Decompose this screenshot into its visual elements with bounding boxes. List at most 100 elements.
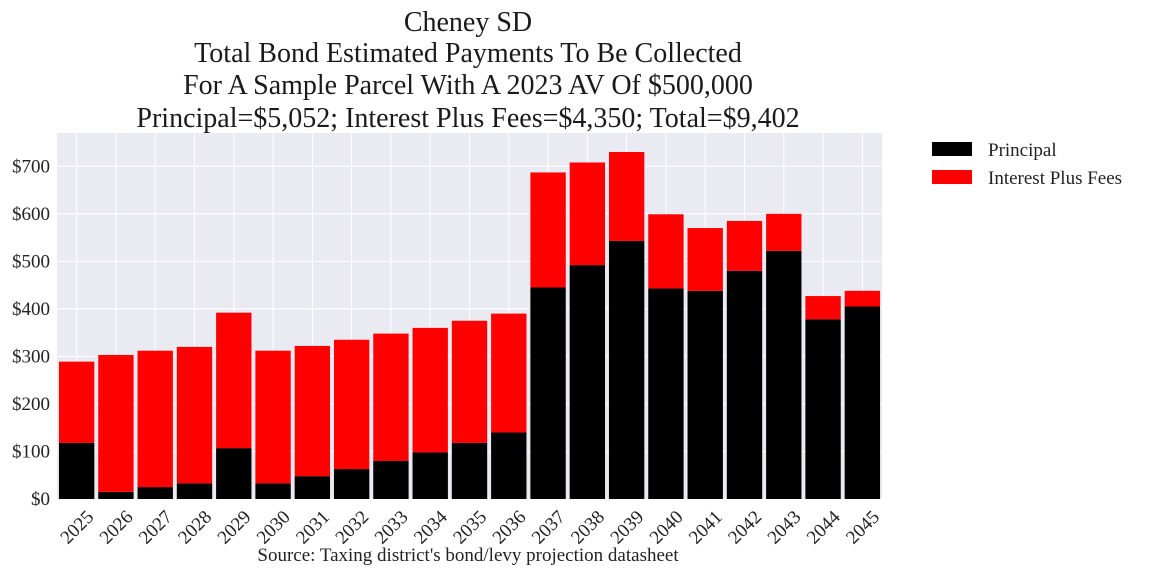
legend-swatch-interest — [932, 170, 972, 184]
x-tick: 2030 — [253, 507, 295, 549]
x-tick-label: 2030 — [253, 507, 295, 549]
bar-interest-2032 — [333, 339, 370, 470]
x-tick-label: 2041 — [685, 507, 727, 549]
x-tick: 2031 — [292, 507, 334, 549]
legend-label-interest: Interest Plus Fees — [988, 168, 1122, 189]
bar-interest-2026 — [98, 354, 134, 492]
x-tick-label: 2031 — [292, 507, 334, 549]
x-tick-label: 2034 — [410, 506, 452, 548]
bar-interest-2036 — [491, 313, 527, 433]
bar-principal-2043 — [766, 250, 802, 499]
bar-principal-2032 — [333, 469, 370, 499]
x-tick: 2044 — [803, 506, 845, 548]
x-tick: 2043 — [764, 507, 806, 549]
bar-interest-2035 — [451, 320, 488, 443]
x-tick-label: 2042 — [724, 507, 766, 549]
bar-principal-2036 — [491, 432, 527, 499]
bar-principal-2033 — [373, 460, 409, 499]
x-tick-label: 2025 — [57, 507, 99, 549]
x-tick-label: 2027 — [135, 507, 177, 549]
x-tick-label: 2036 — [489, 507, 531, 549]
bar-principal-2034 — [412, 452, 448, 499]
bar-interest-2034 — [412, 327, 448, 453]
bar-interest-2045 — [844, 290, 881, 307]
bar-principal-2042 — [726, 270, 763, 499]
x-tick: 2045 — [842, 507, 884, 549]
bar-interest-2030 — [255, 350, 291, 484]
x-tick-label: 2033 — [371, 507, 413, 549]
x-tick-label: 2029 — [214, 507, 256, 549]
bar-principal-2037 — [530, 287, 566, 499]
y-axis-ticks: $0 $100 $200 $300 $400 $500 $600 $700 — [12, 156, 50, 510]
bar-principal-2025 — [58, 442, 95, 499]
bar-interest-2031 — [294, 345, 331, 477]
x-tick-label: 2045 — [842, 507, 884, 549]
x-tick-label: 2026 — [96, 507, 138, 549]
y-tick-label: $0 — [31, 489, 50, 510]
y-tick-label: $200 — [12, 394, 50, 415]
x-tick-label: 2028 — [174, 507, 216, 549]
bar-interest-2040 — [648, 214, 684, 289]
y-tick-label: $700 — [12, 156, 50, 177]
x-tick: 2025 — [57, 507, 99, 549]
x-tick: 2026 — [96, 507, 138, 549]
bar-principal-2044 — [805, 319, 841, 499]
bar-interest-2028 — [176, 346, 213, 484]
bar-principal-2039 — [608, 240, 645, 500]
y-tick-label: $300 — [12, 346, 50, 367]
bar-interest-2033 — [373, 333, 409, 461]
y-tick-label: $400 — [12, 299, 50, 320]
bar-interest-2025 — [58, 361, 95, 443]
bar-principal-2035 — [451, 442, 488, 499]
bar-principal-2029 — [216, 448, 252, 499]
x-tick-label: 2035 — [449, 507, 491, 549]
x-axis-ticks: 2025202620272028202920302031203220332034… — [57, 506, 884, 548]
x-tick: 2028 — [174, 507, 216, 549]
x-tick-label: 2039 — [607, 507, 649, 549]
bar-interest-2041 — [687, 228, 723, 291]
bar-principal-2026 — [98, 491, 134, 499]
bar-principal-2028 — [176, 483, 213, 499]
x-tick-label: 2040 — [646, 507, 688, 549]
bar-interest-2042 — [726, 220, 763, 271]
title-line-4: Principal=$5,052; Interest Plus Fees=$4,… — [136, 103, 799, 134]
x-tick: 2041 — [685, 507, 727, 549]
x-tick: 2032 — [332, 507, 374, 549]
bar-interest-2029 — [216, 312, 252, 449]
bar-principal-2027 — [137, 487, 173, 499]
bar-interest-2037 — [530, 172, 566, 288]
bar-interest-2027 — [137, 350, 173, 488]
y-tick-label: $600 — [12, 204, 50, 225]
x-tick: 2038 — [567, 507, 609, 549]
x-tick-label: 2043 — [764, 507, 806, 549]
bar-interest-2039 — [608, 152, 645, 241]
bar-principal-2030 — [255, 483, 291, 499]
x-tick: 2036 — [489, 507, 531, 549]
x-tick: 2033 — [371, 507, 413, 549]
title-line-3: For A Sample Parcel With A 2023 AV Of $5… — [183, 70, 753, 101]
x-tick: 2027 — [135, 507, 177, 549]
x-tick: 2035 — [449, 507, 491, 549]
y-tick-label: $100 — [12, 441, 50, 462]
chart-title: Cheney SD Total Bond Estimated Payments … — [136, 7, 799, 134]
source-note: Source: Taxing district's bond/levy proj… — [257, 545, 679, 566]
bar-principal-2038 — [569, 265, 606, 499]
x-tick-label: 2044 — [803, 506, 845, 548]
x-tick: 2039 — [607, 507, 649, 549]
legend-label-principal: Principal — [988, 140, 1057, 161]
y-tick-label: $500 — [12, 251, 50, 272]
x-tick: 2034 — [410, 506, 452, 548]
bar-interest-2043 — [766, 213, 802, 251]
title-line-2: Total Bond Estimated Payments To Be Coll… — [194, 38, 742, 69]
x-tick: 2029 — [214, 507, 256, 549]
bar-principal-2041 — [687, 290, 723, 499]
x-tick: 2037 — [528, 507, 570, 549]
bar-principal-2045 — [844, 306, 881, 499]
bars — [58, 152, 881, 500]
x-tick-label: 2038 — [567, 507, 609, 549]
bar-principal-2031 — [294, 476, 331, 499]
legend: Principal Interest Plus Fees — [932, 140, 1122, 189]
title-line-1: Cheney SD — [404, 7, 532, 38]
legend-swatch-principal — [932, 142, 972, 156]
